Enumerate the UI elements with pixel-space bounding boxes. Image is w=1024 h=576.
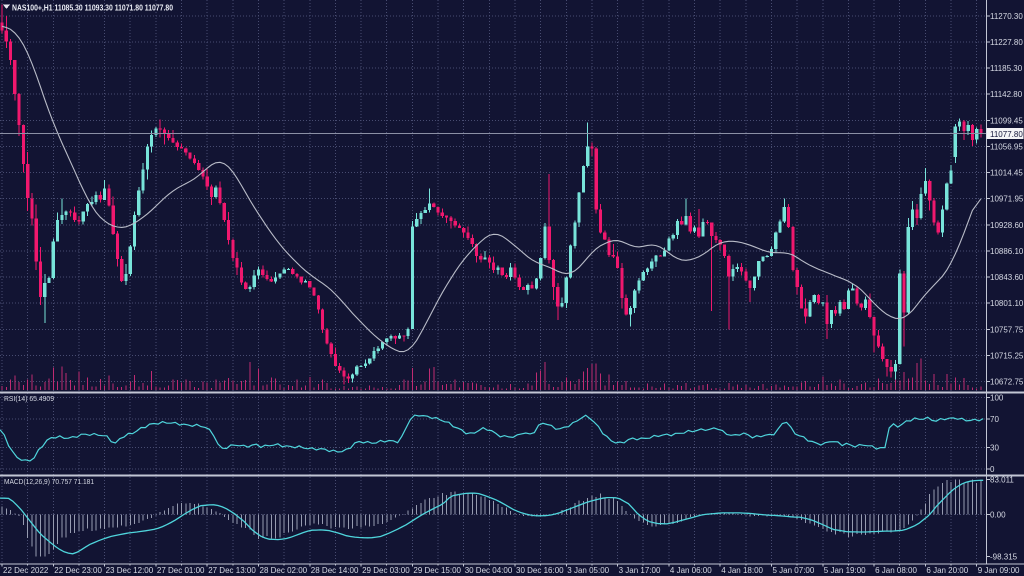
svg-text:11142.80: 11142.80: [990, 90, 1023, 99]
svg-text:RSI(14) 65.4909: RSI(14) 65.4909: [4, 394, 54, 403]
svg-text:29 Dec 15:00: 29 Dec 15:00: [413, 566, 461, 575]
svg-text:10801.10: 10801.10: [990, 299, 1024, 308]
svg-text:30: 30: [990, 443, 999, 452]
svg-text:23 Dec 12:00: 23 Dec 12:00: [106, 566, 154, 575]
svg-text:10672.75: 10672.75: [990, 378, 1024, 387]
svg-text:0: 0: [990, 465, 995, 474]
svg-text:22 Dec 23:00: 22 Dec 23:00: [54, 566, 102, 575]
svg-text:6 Jan 08:00: 6 Jan 08:00: [875, 566, 917, 575]
svg-text:22 Dec 2022: 22 Dec 2022: [3, 566, 49, 575]
svg-text:28 Dec 14:00: 28 Dec 14:00: [311, 566, 359, 575]
svg-text:3 Jan 05:00: 3 Jan 05:00: [567, 566, 609, 575]
svg-text:NAS100+,H1 11085.30 11093.30: NAS100+,H1 11085.30 11093.30 11071.80 11…: [12, 4, 173, 13]
svg-text:28 Dec 02:00: 28 Dec 02:00: [260, 566, 308, 575]
svg-text:4 Jan 18:00: 4 Jan 18:00: [721, 566, 763, 575]
svg-text:70: 70: [990, 415, 999, 424]
svg-text:3 Jan 17:00: 3 Jan 17:00: [619, 566, 661, 575]
svg-text:27 Dec 01:00: 27 Dec 01:00: [157, 566, 205, 575]
svg-text:30 Dec 16:00: 30 Dec 16:00: [516, 566, 564, 575]
svg-text:11099.45: 11099.45: [990, 117, 1023, 126]
svg-text:10971.95: 10971.95: [990, 195, 1024, 204]
svg-text:9 Jan 09:00: 9 Jan 09:00: [978, 566, 1020, 575]
svg-text:11077.80: 11077.80: [990, 130, 1023, 139]
svg-text:11014.45: 11014.45: [990, 169, 1023, 178]
svg-text:10757.75: 10757.75: [990, 326, 1024, 335]
svg-text:11270.30: 11270.30: [990, 12, 1023, 21]
svg-text:83.011: 83.011: [990, 475, 1014, 484]
svg-text:5 Jan 07:00: 5 Jan 07:00: [773, 566, 815, 575]
svg-text:10715.25: 10715.25: [990, 352, 1024, 361]
svg-text:MACD(12,26,9) 70.757 71.181: MACD(12,26,9) 70.757 71.181: [4, 477, 94, 486]
svg-text:27 Dec 13:00: 27 Dec 13:00: [208, 566, 256, 575]
svg-text:4 Jan 06:00: 4 Jan 06:00: [670, 566, 712, 575]
svg-text:11227.80: 11227.80: [990, 38, 1023, 47]
svg-text:10843.60: 10843.60: [990, 273, 1024, 282]
svg-text:-98.315: -98.315: [990, 552, 1018, 561]
svg-text:5 Jan 19:00: 5 Jan 19:00: [824, 566, 866, 575]
svg-text:6 Jan 20:00: 6 Jan 20:00: [926, 566, 968, 575]
svg-text:30 Dec 04:00: 30 Dec 04:00: [465, 566, 513, 575]
svg-text:11185.30: 11185.30: [990, 64, 1023, 73]
svg-text:100: 100: [990, 393, 1004, 402]
svg-text:11056.95: 11056.95: [990, 143, 1023, 152]
svg-text:10928.60: 10928.60: [990, 221, 1024, 230]
svg-text:10886.10: 10886.10: [990, 247, 1024, 256]
svg-text:0.00: 0.00: [990, 511, 1006, 520]
svg-text:29 Dec 03:00: 29 Dec 03:00: [362, 566, 410, 575]
